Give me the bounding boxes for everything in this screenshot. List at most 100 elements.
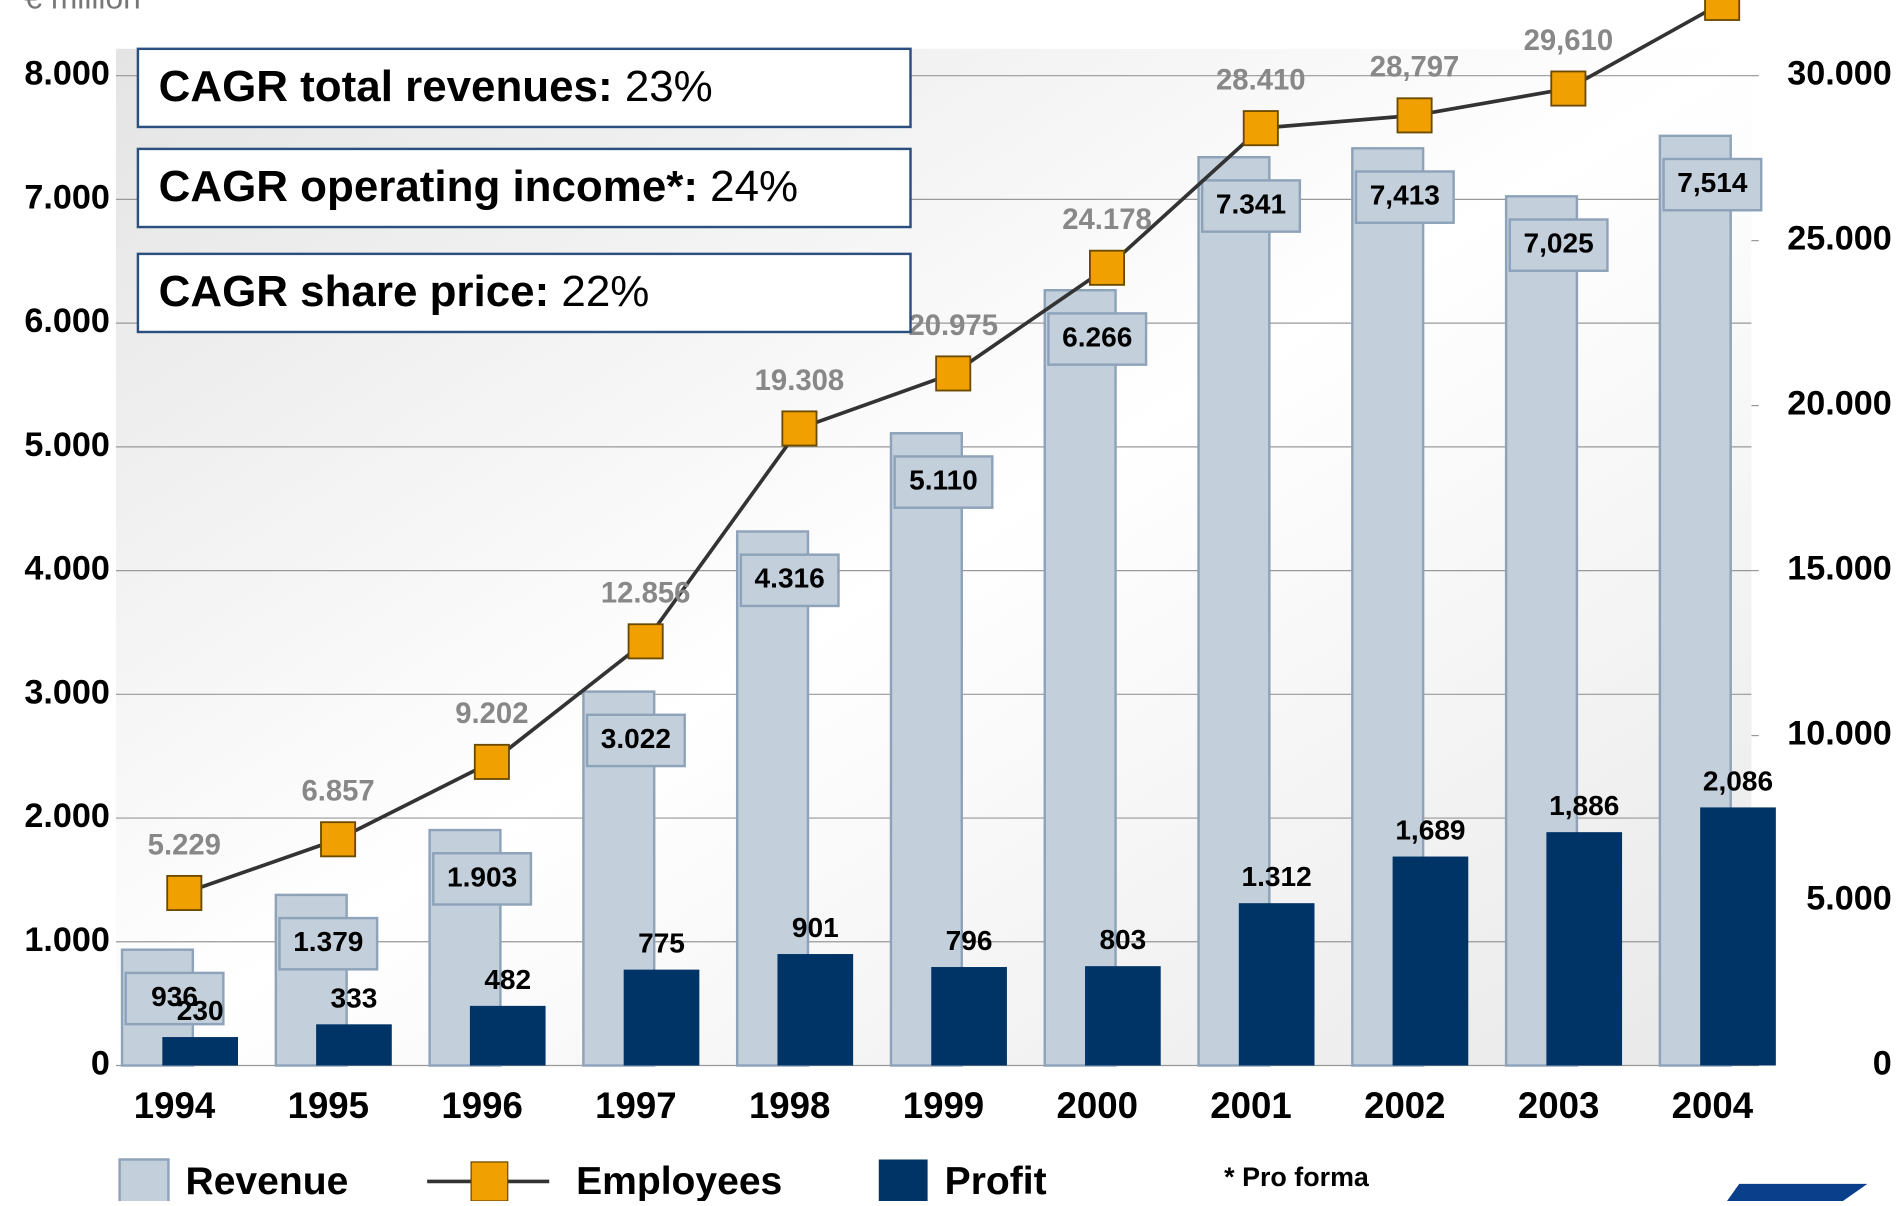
employees-label: 24.178 xyxy=(1062,203,1152,236)
x-tick-label: 1996 xyxy=(441,1085,522,1126)
legend-label: Employees xyxy=(576,1160,782,1201)
profit-label: 1,689 xyxy=(1395,815,1465,846)
profit-bar xyxy=(1238,903,1315,1066)
annotation-value: 23% xyxy=(625,62,713,111)
x-tick-label: 1997 xyxy=(595,1085,676,1126)
revenue-label: 7,413 xyxy=(1370,180,1440,211)
label-box xyxy=(1508,218,1609,272)
profit-label: 2,086 xyxy=(1703,765,1773,796)
profit-bar xyxy=(623,969,700,1066)
legend-label: Profit xyxy=(945,1160,1047,1201)
revenue-label: 4.316 xyxy=(755,563,825,594)
profit-label: 1.312 xyxy=(1242,861,1312,892)
x-tick-label: 1998 xyxy=(749,1085,830,1126)
label-box xyxy=(893,455,994,509)
employees-label: 19.308 xyxy=(755,364,845,397)
profit-bar xyxy=(1392,856,1469,1066)
y2-tick-label: 0 xyxy=(1873,1045,1892,1083)
y-tick-label: 8.000 xyxy=(24,55,109,93)
profit-bar xyxy=(1546,832,1623,1066)
employees-marker xyxy=(166,874,203,911)
revenue-bar xyxy=(1043,289,1117,1067)
y2-tick-label: 25.000 xyxy=(1787,220,1891,258)
logo xyxy=(1727,1183,1868,1201)
y2-tick-label: 15.000 xyxy=(1787,550,1891,588)
revenue-label: 7,514 xyxy=(1677,167,1748,198)
y2-tick-label: 5.000 xyxy=(1806,880,1891,918)
x-tick-label: 1995 xyxy=(288,1085,369,1126)
y-tick-label: 7.000 xyxy=(24,178,109,216)
y-tick-label: 6.000 xyxy=(24,302,109,340)
employees-label: 29,610 xyxy=(1524,24,1614,57)
revenue-label: 1.379 xyxy=(293,926,363,957)
profit-bar xyxy=(1700,807,1776,1066)
annotation-bold: CAGR share price: xyxy=(159,267,550,316)
employees-marker xyxy=(1396,97,1433,134)
profit-label: 775 xyxy=(638,928,685,959)
revenue-label: 5.110 xyxy=(909,465,978,496)
label-box xyxy=(1047,312,1148,366)
label-box xyxy=(1662,157,1763,212)
annotation: CAGR share price: 22% xyxy=(159,267,650,316)
y-axis-label: € million xyxy=(24,0,140,15)
revenue-label: 1.903 xyxy=(447,861,517,892)
y-tick-label: 4.000 xyxy=(24,550,109,588)
x-tick-label: 1994 xyxy=(134,1085,216,1126)
annotation-value: 22% xyxy=(561,267,649,316)
footnote: * Pro forma xyxy=(1224,1162,1370,1192)
x-tick-label: 2003 xyxy=(1518,1085,1599,1126)
profit-label: 901 xyxy=(792,912,839,943)
employees-label: 28,797 xyxy=(1370,51,1460,84)
legend-marker xyxy=(470,1161,509,1202)
profit-label: 803 xyxy=(1099,924,1146,955)
y-tick-label: 5.000 xyxy=(24,426,109,464)
profit-bar xyxy=(1085,966,1161,1066)
employees-marker xyxy=(1089,249,1126,286)
profit-label: 230 xyxy=(177,995,224,1026)
label-box xyxy=(124,971,225,1026)
employees-marker xyxy=(1550,70,1587,107)
revenue-label: 3.022 xyxy=(601,723,671,754)
employees-label: 6.857 xyxy=(301,775,374,808)
employees-marker xyxy=(1242,110,1279,147)
label-box xyxy=(278,916,379,971)
label-box xyxy=(432,852,533,906)
x-tick-label: 2004 xyxy=(1672,1085,1754,1126)
annotation: CAGR total revenues: 23% xyxy=(159,62,713,111)
employees-label: 28.410 xyxy=(1216,63,1306,96)
employees-marker xyxy=(627,623,664,660)
x-tick-label: 1999 xyxy=(903,1085,984,1126)
label-box xyxy=(1354,170,1455,224)
annotation-bold: CAGR total revenues: xyxy=(159,62,613,111)
annotation-box xyxy=(136,47,912,129)
revenue-label: 7.341 xyxy=(1216,188,1286,219)
revenue-label: 7,025 xyxy=(1523,228,1593,259)
legend-swatch xyxy=(118,1158,170,1205)
y-tick-label: 0 xyxy=(91,1045,110,1083)
profit-bar xyxy=(931,967,1007,1066)
profit-label: 482 xyxy=(484,964,531,995)
profit-bar xyxy=(469,1005,546,1066)
profit-label: 1,886 xyxy=(1549,790,1619,821)
legend-label: Revenue xyxy=(186,1160,349,1201)
employees-marker xyxy=(781,410,818,447)
annotation-bold: CAGR operating income*: xyxy=(159,162,698,211)
annotation-box xyxy=(136,147,912,229)
y-tick-label: 2.000 xyxy=(24,797,109,835)
profit-bar xyxy=(316,1024,392,1066)
profit-bar xyxy=(777,954,854,1066)
employees-label: 5.229 xyxy=(148,828,221,861)
y-tick-label: 3.000 xyxy=(24,673,109,711)
revenue-label: 6.266 xyxy=(1062,321,1132,352)
y2-tick-label: 20.000 xyxy=(1787,385,1891,423)
label-box xyxy=(585,713,686,768)
x-tick-label: 2000 xyxy=(1057,1085,1138,1126)
label-box xyxy=(1200,179,1302,233)
employees-label: 12.856 xyxy=(601,577,691,610)
employees-marker xyxy=(1704,0,1741,21)
annotation: CAGR operating income*: 24% xyxy=(159,162,798,211)
legend-swatch xyxy=(878,1159,928,1204)
label-box xyxy=(739,553,840,608)
employees-marker xyxy=(320,821,357,858)
